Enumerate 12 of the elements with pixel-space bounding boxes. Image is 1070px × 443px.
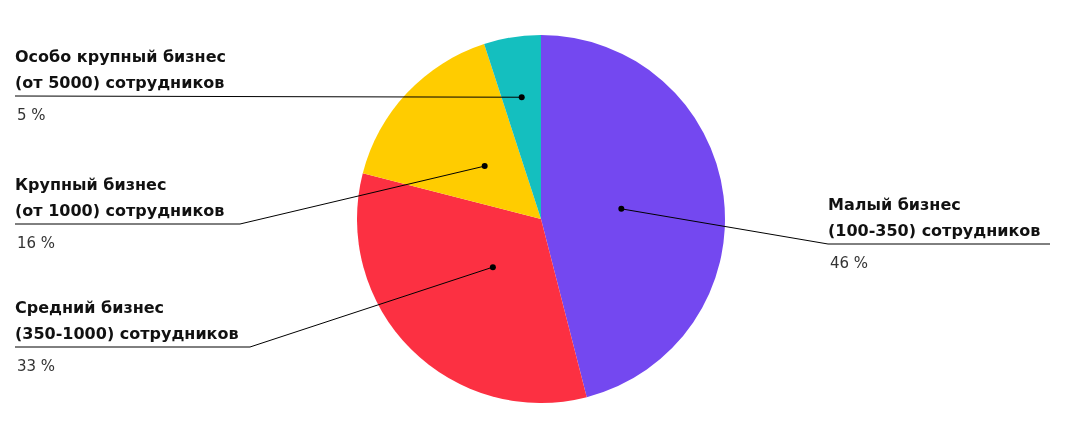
slice-label: Малый бизнес (100-350) сотрудников <box>828 195 1041 240</box>
slice-label: Средний бизнес (350-1000) сотрудников <box>15 298 239 343</box>
pie-slice <box>484 35 541 219</box>
slice-label: Крупный бизнес (от 1000) сотрудников <box>15 175 225 220</box>
pie-slice <box>362 44 541 219</box>
data-label: 46 % <box>830 254 869 272</box>
pie-slice <box>541 35 725 398</box>
data-label: 16 % <box>17 234 56 252</box>
pie-slice <box>357 173 587 403</box>
slice-label: Особо крупный бизнес (от 5000) сотрудников <box>15 47 226 92</box>
data-label: 33 % <box>17 357 56 375</box>
data-label: 5 % <box>17 106 46 124</box>
